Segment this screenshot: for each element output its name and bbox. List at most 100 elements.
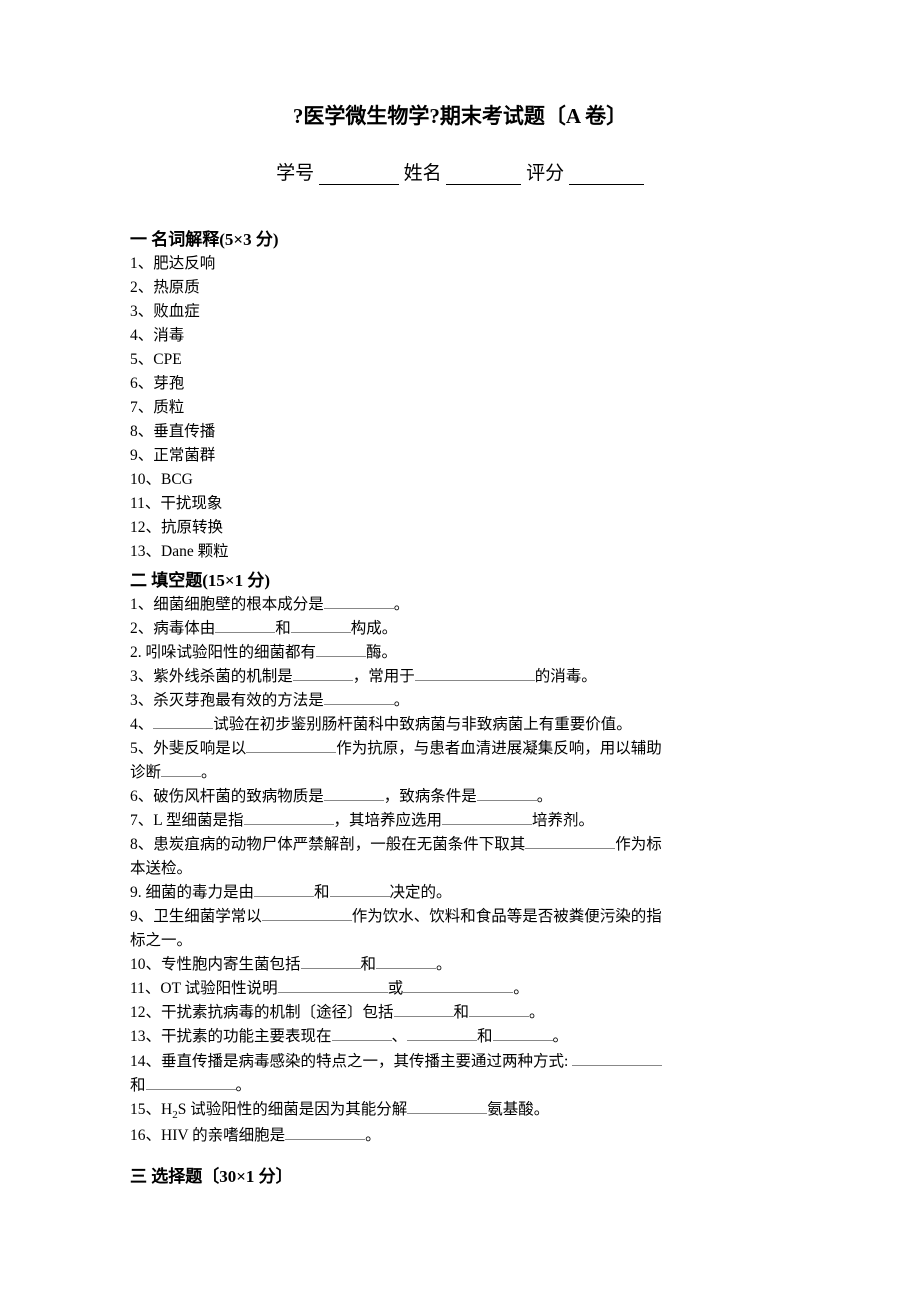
- text: 。: [394, 596, 410, 613]
- text: 。: [394, 692, 410, 709]
- fill-question-10: 10、专性胞内寄生菌包括 和 。: [130, 953, 790, 977]
- text: 试验在初步鉴别肠杆菌科中致病菌与非致病菌上有重要价值。: [213, 716, 632, 733]
- text: 作为标: [615, 836, 662, 853]
- blank: [324, 595, 394, 609]
- text: 作为抗原，与患者血清进展凝集反响，用以辅助: [336, 740, 662, 757]
- text: 。: [513, 980, 529, 997]
- text: 1、细菌细胞壁的根本成分是: [130, 596, 324, 613]
- blank: [293, 667, 353, 681]
- text: 和: [275, 620, 291, 637]
- blank: [407, 1100, 487, 1114]
- text: 7、L 型细菌是指: [130, 812, 244, 829]
- fill-question-4: 4、 试验在初步鉴别肠杆菌科中致病菌与非致病菌上有重要价值。: [130, 713, 790, 737]
- text: 。: [553, 1028, 569, 1045]
- text: 8、患炭疽病的动物尸体严禁解剖，一般在无菌条件下取其: [130, 836, 525, 853]
- fill-question-3: 3、紫外线杀菌的机制是 ，常用于 的消毒。: [130, 665, 790, 689]
- text: 2. 吲哚试验阳性的细菌都有: [130, 644, 316, 661]
- text: 。: [365, 1127, 381, 1144]
- name-label: 姓名: [404, 163, 442, 184]
- fill-question-9b: 9、卫生细菌学常以 作为饮水、饮料和食品等是否被粪便污染的指: [130, 905, 790, 929]
- text: 标之一。: [130, 932, 192, 949]
- text: 。: [436, 956, 452, 973]
- term-item: 4、消毒: [130, 324, 790, 348]
- text: 2、病毒体由: [130, 620, 215, 637]
- text: 6、破伤风杆菌的致病物质是: [130, 788, 324, 805]
- text: 构成。: [351, 620, 398, 637]
- term-item: 10、BCG: [130, 468, 790, 492]
- fill-question-13: 13、干扰素的功能主要表现在 、 和 。: [130, 1025, 790, 1049]
- text: 作为饮水、饮料和食品等是否被粪便污染的指: [352, 908, 662, 925]
- text: ，致病条件是: [384, 788, 477, 805]
- text: 、: [392, 1028, 408, 1045]
- fill-question-14-cont: 和。: [130, 1074, 790, 1098]
- fill-question-12: 12、干扰素抗病毒的机制〔途径〕包括和。: [130, 1001, 790, 1025]
- blank: [332, 1027, 392, 1041]
- blank: [442, 811, 532, 825]
- text: ，常用于: [353, 668, 415, 685]
- term-item: 8、垂直传播: [130, 420, 790, 444]
- text: 9、卫生细菌学常以: [130, 908, 262, 925]
- text: 15、H: [130, 1101, 172, 1118]
- text: ，其培养应选用: [334, 812, 443, 829]
- text: 10、专性胞内寄生菌包括: [130, 956, 301, 973]
- section-3-header: 三 选择题〔30×1 分〕: [130, 1162, 790, 1187]
- term-item: 9、正常菌群: [130, 444, 790, 468]
- blank: [407, 1027, 477, 1041]
- score-blank: [569, 167, 644, 185]
- fill-question-8-cont: 本送检。: [130, 857, 790, 881]
- text: 13、干扰素的功能主要表现在: [130, 1028, 332, 1045]
- fill-question-3b: 3、杀灭芽孢最有效的方法是 。: [130, 689, 790, 713]
- text: 。: [236, 1077, 252, 1094]
- blank: [525, 835, 615, 849]
- text: 4、: [130, 716, 153, 733]
- fill-question-1: 1、细菌细胞壁的根本成分是 。: [130, 593, 790, 617]
- blank: [285, 1126, 365, 1140]
- text: 和: [361, 956, 377, 973]
- exam-title: ?医学微生物学?期末考试题〔A 卷〕: [130, 100, 790, 130]
- blank: [316, 643, 366, 657]
- blank: [572, 1052, 662, 1066]
- blank: [415, 667, 535, 681]
- fill-question-7: 7、L 型细菌是指，其培养应选用培养剂。: [130, 809, 790, 833]
- student-info-line: 学号 姓名 评分: [130, 158, 790, 185]
- text: 9. 细菌的毒力是由: [130, 884, 254, 901]
- term-item: 1、肥达反响: [130, 252, 790, 276]
- blank: [291, 619, 351, 633]
- section-1-header: 一 名词解释(5×3 分): [130, 225, 790, 250]
- text: 诊断: [130, 764, 161, 781]
- text: 16、HIV 的亲嗜细胞是: [130, 1127, 285, 1144]
- term-item: 13、Dane 颗粒: [130, 540, 790, 564]
- term-item: 5、CPE: [130, 348, 790, 372]
- text: 或: [388, 980, 404, 997]
- fill-question-5-cont: 诊断。: [130, 761, 790, 785]
- fill-question-15: 15、H2S 试验阳性的细菌是因为其能分解氨基酸。: [130, 1098, 790, 1124]
- blank: [330, 883, 390, 897]
- text: 和: [314, 884, 330, 901]
- text: 的消毒。: [535, 668, 597, 685]
- blank: [161, 763, 201, 777]
- blank: [246, 739, 336, 753]
- text: 和: [130, 1077, 146, 1094]
- term-item: 6、芽孢: [130, 372, 790, 396]
- text: 3、杀灭芽孢最有效的方法是: [130, 692, 324, 709]
- blank: [469, 1003, 529, 1017]
- text: 3、紫外线杀菌的机制是: [130, 668, 293, 685]
- text: 5、外斐反响是以: [130, 740, 246, 757]
- fill-question-2: 2、病毒体由 和 构成。: [130, 617, 790, 641]
- text: 12、干扰素抗病毒的机制〔途径〕包括: [130, 1004, 394, 1021]
- fill-question-9: 9. 细菌的毒力是由 和 决定的。: [130, 881, 790, 905]
- term-item: 7、质粒: [130, 396, 790, 420]
- fill-question-11: 11、OT 试验阳性说明 或 。: [130, 977, 790, 1001]
- fill-question-2b: 2. 吲哚试验阳性的细菌都有酶。: [130, 641, 790, 665]
- term-item: 3、败血症: [130, 300, 790, 324]
- fill-question-5: 5、外斐反响是以 作为抗原，与患者血清进展凝集反响，用以辅助: [130, 737, 790, 761]
- text: 决定的。: [390, 884, 452, 901]
- blank: [477, 787, 537, 801]
- blank: [244, 811, 334, 825]
- text: 14、垂直传播是病毒感染的特点之一，其传播主要通过两种方式:: [130, 1053, 568, 1070]
- text: 和: [477, 1028, 493, 1045]
- text: 11、OT 试验阳性说明: [130, 980, 278, 997]
- text: S 试验阳性的细菌是因为其能分解: [178, 1101, 408, 1118]
- blank: [153, 715, 213, 729]
- term-item: 12、抗原转换: [130, 516, 790, 540]
